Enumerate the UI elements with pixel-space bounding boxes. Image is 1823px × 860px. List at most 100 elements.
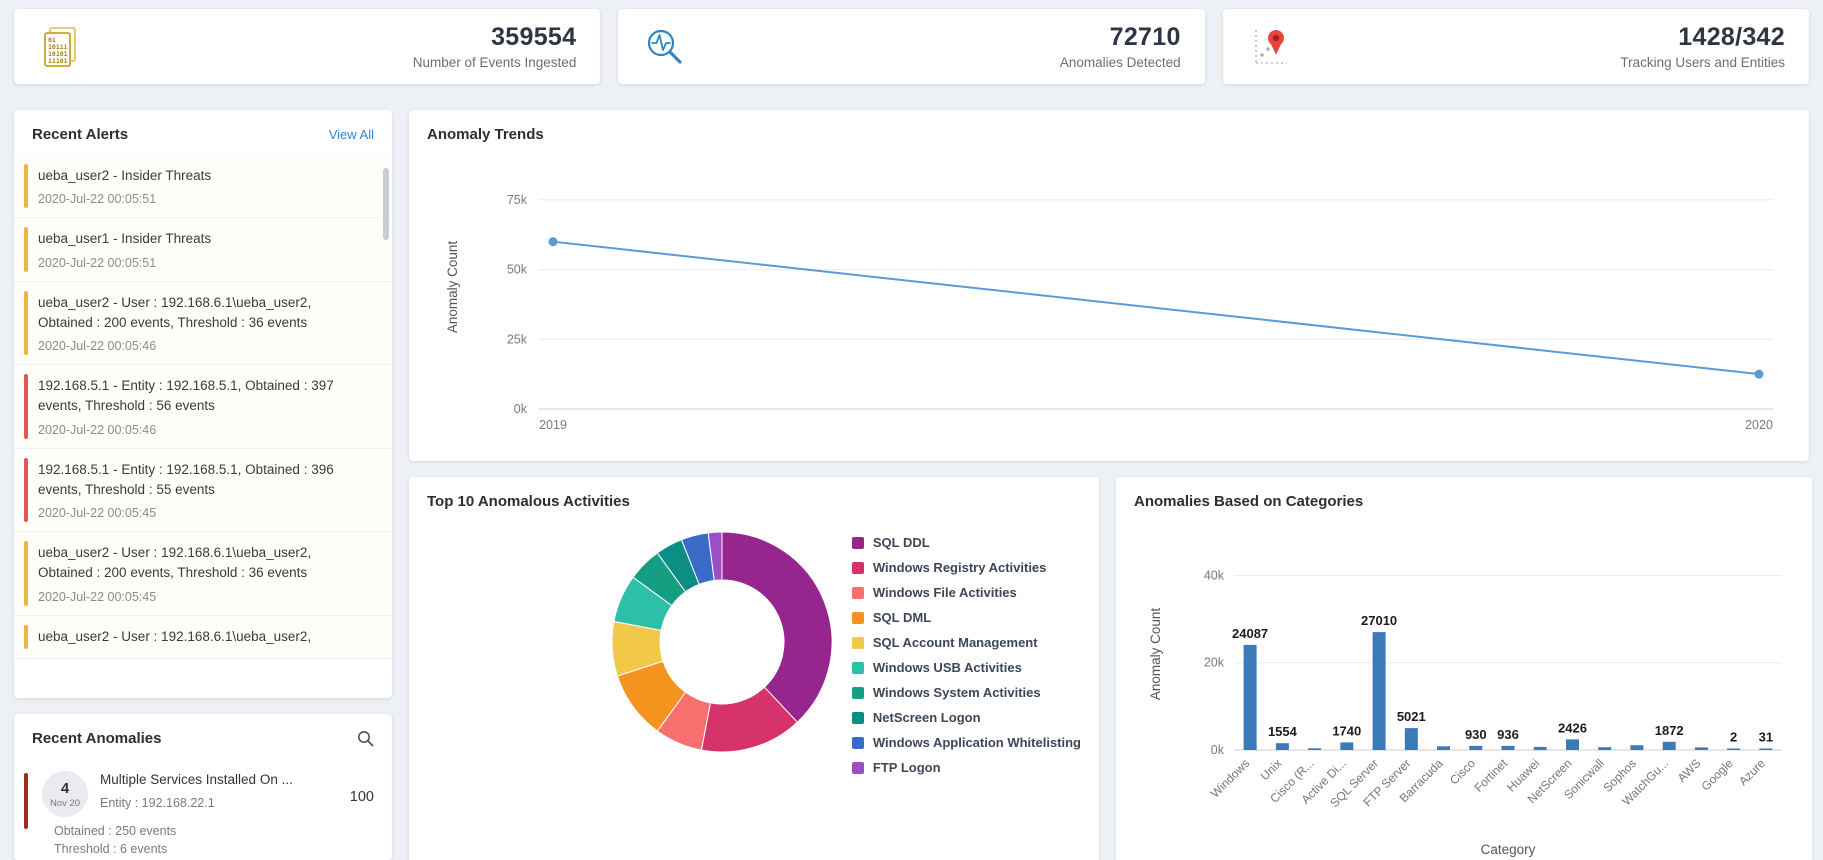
- svg-text:Fortinet: Fortinet: [1471, 756, 1510, 795]
- bar[interactable]: [1275, 743, 1289, 750]
- bar[interactable]: [1727, 748, 1741, 751]
- stat-card-anomalies-detected[interactable]: 72710 Anomalies Detected: [618, 9, 1205, 84]
- alert-item[interactable]: ueba_user2 - User : 192.168.6.1\ueba_use…: [14, 281, 392, 365]
- legend-item[interactable]: Windows System Activities: [851, 680, 1081, 705]
- legend-item[interactable]: SQL Account Management: [851, 630, 1081, 655]
- legend-item[interactable]: NetScreen Logon: [851, 705, 1081, 730]
- stat-card-events-ingested[interactable]: 01 10111 10101 11101 359554 Number of Ev…: [14, 9, 601, 84]
- bar[interactable]: [1404, 728, 1418, 750]
- svg-text:AWS: AWS: [1675, 756, 1704, 785]
- alert-item[interactable]: 192.168.5.1 - Entity : 192.168.5.1, Obta…: [14, 448, 392, 532]
- svg-text:01: 01: [48, 36, 56, 44]
- anomalies-detected-value: 72710: [1109, 23, 1181, 51]
- legend-item[interactable]: Windows USB Activities: [851, 655, 1081, 680]
- bar[interactable]: [1308, 748, 1322, 750]
- alert-title: ueba_user2 - User : 192.168.6.1\ueba_use…: [38, 628, 312, 644]
- anomaly-list-item[interactable]: 4 Nov 20 Multiple Services Installed On …: [14, 759, 392, 860]
- content-row: Recent Alerts View All ueba_user2 - Insi…: [14, 110, 1812, 860]
- legend-swatch: [851, 736, 864, 749]
- svg-text:Windows: Windows: [1208, 756, 1252, 800]
- svg-text:936: 936: [1497, 727, 1519, 742]
- anomaly-threshold: Threshold : 6 events: [54, 842, 168, 856]
- svg-text:Google: Google: [1698, 756, 1735, 793]
- stats-row: 01 10111 10101 11101 359554 Number of Ev…: [14, 9, 1809, 84]
- alert-item[interactable]: 192.168.5.1 - Entity : 192.168.5.1, Obta…: [14, 365, 392, 449]
- bar[interactable]: [1340, 742, 1354, 750]
- svg-text:Category: Category: [1481, 842, 1536, 857]
- stat-card-tracking-users[interactable]: 1428/342 Tracking Users and Entities: [1222, 9, 1809, 84]
- bar[interactable]: [1662, 741, 1676, 750]
- anomaly-trends-chart[interactable]: 0k 25k 50k 75k Anomaly Count 2019 2020: [427, 149, 1787, 461]
- recent-alerts-panel: Recent Alerts View All ueba_user2 - Insi…: [14, 110, 392, 698]
- legend-label: Windows File Activities: [872, 585, 1017, 600]
- bar[interactable]: [1759, 748, 1773, 751]
- categories-bar-chart[interactable]: 0k 20k 40k Anomaly Count 24087 Windows 1554 Uni…: [1134, 512, 1794, 860]
- legend-label: SQL DML: [872, 610, 932, 625]
- svg-text:Anomaly Count: Anomaly Count: [445, 241, 460, 334]
- legend-label: Windows System Activities: [872, 685, 1041, 700]
- donut-slice[interactable]: [721, 531, 833, 723]
- bar[interactable]: [1469, 745, 1483, 750]
- legend-item[interactable]: SQL DML: [851, 605, 1081, 630]
- severity-bar: [24, 290, 28, 355]
- alert-time: 2020-Jul-22 00:05:45: [38, 506, 157, 520]
- severity-bar: [24, 773, 28, 829]
- alerts-list: ueba_user2 - Insider Threats 2020-Jul-22 …: [14, 155, 392, 695]
- bar[interactable]: [1501, 745, 1515, 750]
- alert-title: ueba_user2 - Insider Threats: [38, 168, 212, 183]
- alert-item[interactable]: ueba_user2 - User : 192.168.6.1\ueba_use…: [14, 615, 392, 659]
- bar[interactable]: [1694, 747, 1708, 750]
- alerts-scrollbar-thumb[interactable]: [383, 168, 389, 240]
- alert-title: ueba_user2 - User : 192.168.6.1\ueba_use…: [38, 545, 312, 581]
- alert-title: ueba_user2 - User : 192.168.6.1\ueba_use…: [38, 294, 312, 330]
- alert-time: 2020-Jul-22 00:05:46: [38, 422, 157, 437]
- bar[interactable]: [1598, 747, 1612, 750]
- svg-text:2020: 2020: [1745, 418, 1773, 432]
- legend-swatch: [851, 611, 864, 624]
- bar[interactable]: [1372, 632, 1386, 750]
- legend-item[interactable]: Windows Registry Activities: [851, 555, 1081, 580]
- donut-legend: SQL DDL Windows Registry Activities Window…: [851, 530, 1081, 780]
- svg-text:40k: 40k: [1204, 568, 1225, 582]
- anomaly-entity: Entity : 192.168.22.1: [100, 795, 215, 810]
- svg-text:75k: 75k: [507, 193, 528, 207]
- legend-label: FTP Logon: [872, 760, 941, 775]
- legend-swatch: [851, 561, 864, 574]
- svg-text:Azure: Azure: [1736, 756, 1768, 788]
- top-activities-panel: Top 10 Anomalous Activities SQL DDL Windo…: [409, 477, 1099, 860]
- view-all-link[interactable]: View All: [328, 127, 374, 142]
- search-icon[interactable]: [357, 730, 374, 747]
- svg-text:Unix: Unix: [1258, 756, 1285, 783]
- right-column: Anomaly Trends 0k 25k 50k 75k Anomaly Count 2…: [409, 110, 1812, 860]
- bottom-row: Top 10 Anomalous Activities SQL DDL Windo…: [409, 477, 1812, 860]
- legend-label: Windows Application Whitelisting: [872, 735, 1081, 750]
- anomalies-detected-label: Anomalies Detected: [1059, 55, 1181, 70]
- severity-bar: [24, 227, 28, 272]
- legend-item[interactable]: FTP Logon: [851, 755, 1081, 780]
- top-activities-donut-chart[interactable]: [427, 514, 850, 766]
- svg-text:1740: 1740: [1332, 723, 1361, 738]
- alert-item[interactable]: ueba_user2 - Insider Threats 2020-Jul-22 …: [14, 155, 392, 219]
- legend-item[interactable]: Windows Application Whitelisting: [851, 730, 1081, 755]
- bar[interactable]: [1630, 745, 1644, 750]
- svg-text:1872: 1872: [1655, 723, 1684, 738]
- legend-item[interactable]: SQL DDL: [851, 530, 1081, 555]
- bar[interactable]: [1533, 746, 1547, 750]
- alert-title: 192.168.5.1 - Entity : 192.168.5.1, Obta…: [38, 461, 334, 497]
- bar[interactable]: [1437, 746, 1450, 750]
- left-column: Recent Alerts View All ueba_user2 - Insi…: [14, 110, 392, 860]
- bar[interactable]: [1566, 739, 1579, 750]
- svg-text:24087: 24087: [1232, 626, 1268, 641]
- donut-slice[interactable]: [707, 531, 723, 582]
- alert-item[interactable]: ueba_user1 - Insider Threats 2020-Jul-22 …: [14, 218, 392, 282]
- severity-bar: [24, 457, 28, 522]
- bar[interactable]: [1243, 644, 1257, 750]
- legend-item[interactable]: Windows File Activities: [851, 580, 1081, 605]
- legend-label: SQL Account Management: [872, 635, 1038, 650]
- svg-text:2426: 2426: [1558, 720, 1587, 735]
- alert-time: 2020-Jul-22 00:05:45: [38, 589, 157, 604]
- recent-anomalies-panel: Recent Anomalies 4 Nov 20 Multi: [14, 714, 392, 860]
- alert-item[interactable]: ueba_user2 - User : 192.168.6.1\ueba_use…: [14, 532, 392, 616]
- anomaly-date-badge: 4 Nov 20: [42, 771, 88, 817]
